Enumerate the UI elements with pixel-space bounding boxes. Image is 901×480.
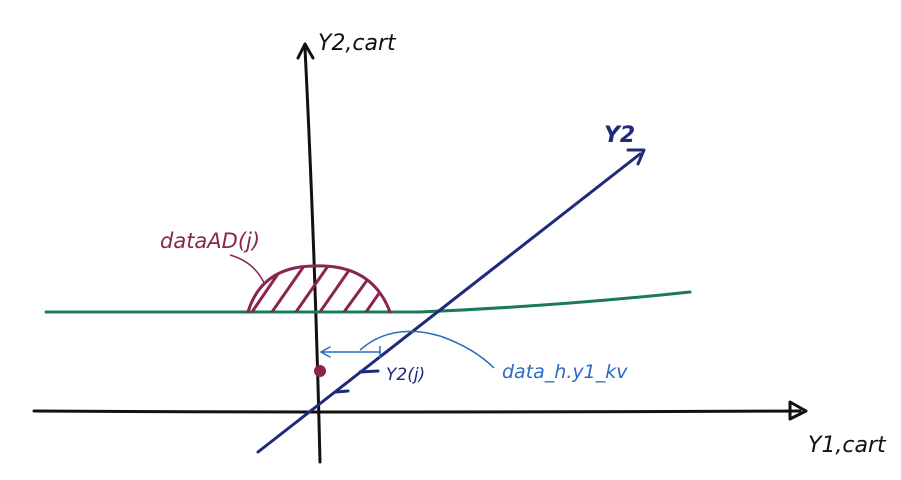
- y1-axis-label: Y1,cart: [808, 433, 887, 458]
- point-label: Y2(j): [386, 365, 425, 385]
- y2-axis-label: Y2,cart: [318, 31, 397, 56]
- y2-line-arrow-icon: [626, 148, 646, 166]
- y2-line-label: Y2: [604, 123, 635, 148]
- region-leader-line: [229, 254, 266, 286]
- region-label: dataAD(j): [160, 229, 260, 253]
- y1-axis: [32, 400, 808, 421]
- y1-axis-arrow-icon: [788, 400, 808, 421]
- data-point: [314, 365, 326, 377]
- y2-line: [256, 152, 642, 454]
- tick-mark-upper: [358, 369, 380, 374]
- y2-axis: [296, 42, 322, 464]
- annotation-leader-line: [359, 330, 495, 369]
- horizontal-line: [44, 290, 692, 314]
- y2-axis-arrow-icon: [296, 42, 315, 60]
- data-ad-region: [246, 264, 392, 314]
- tick-mark-lower: [334, 389, 350, 394]
- annotation-bracket: [319, 346, 381, 358]
- annotation-label: data_h.y1_kv: [502, 361, 628, 383]
